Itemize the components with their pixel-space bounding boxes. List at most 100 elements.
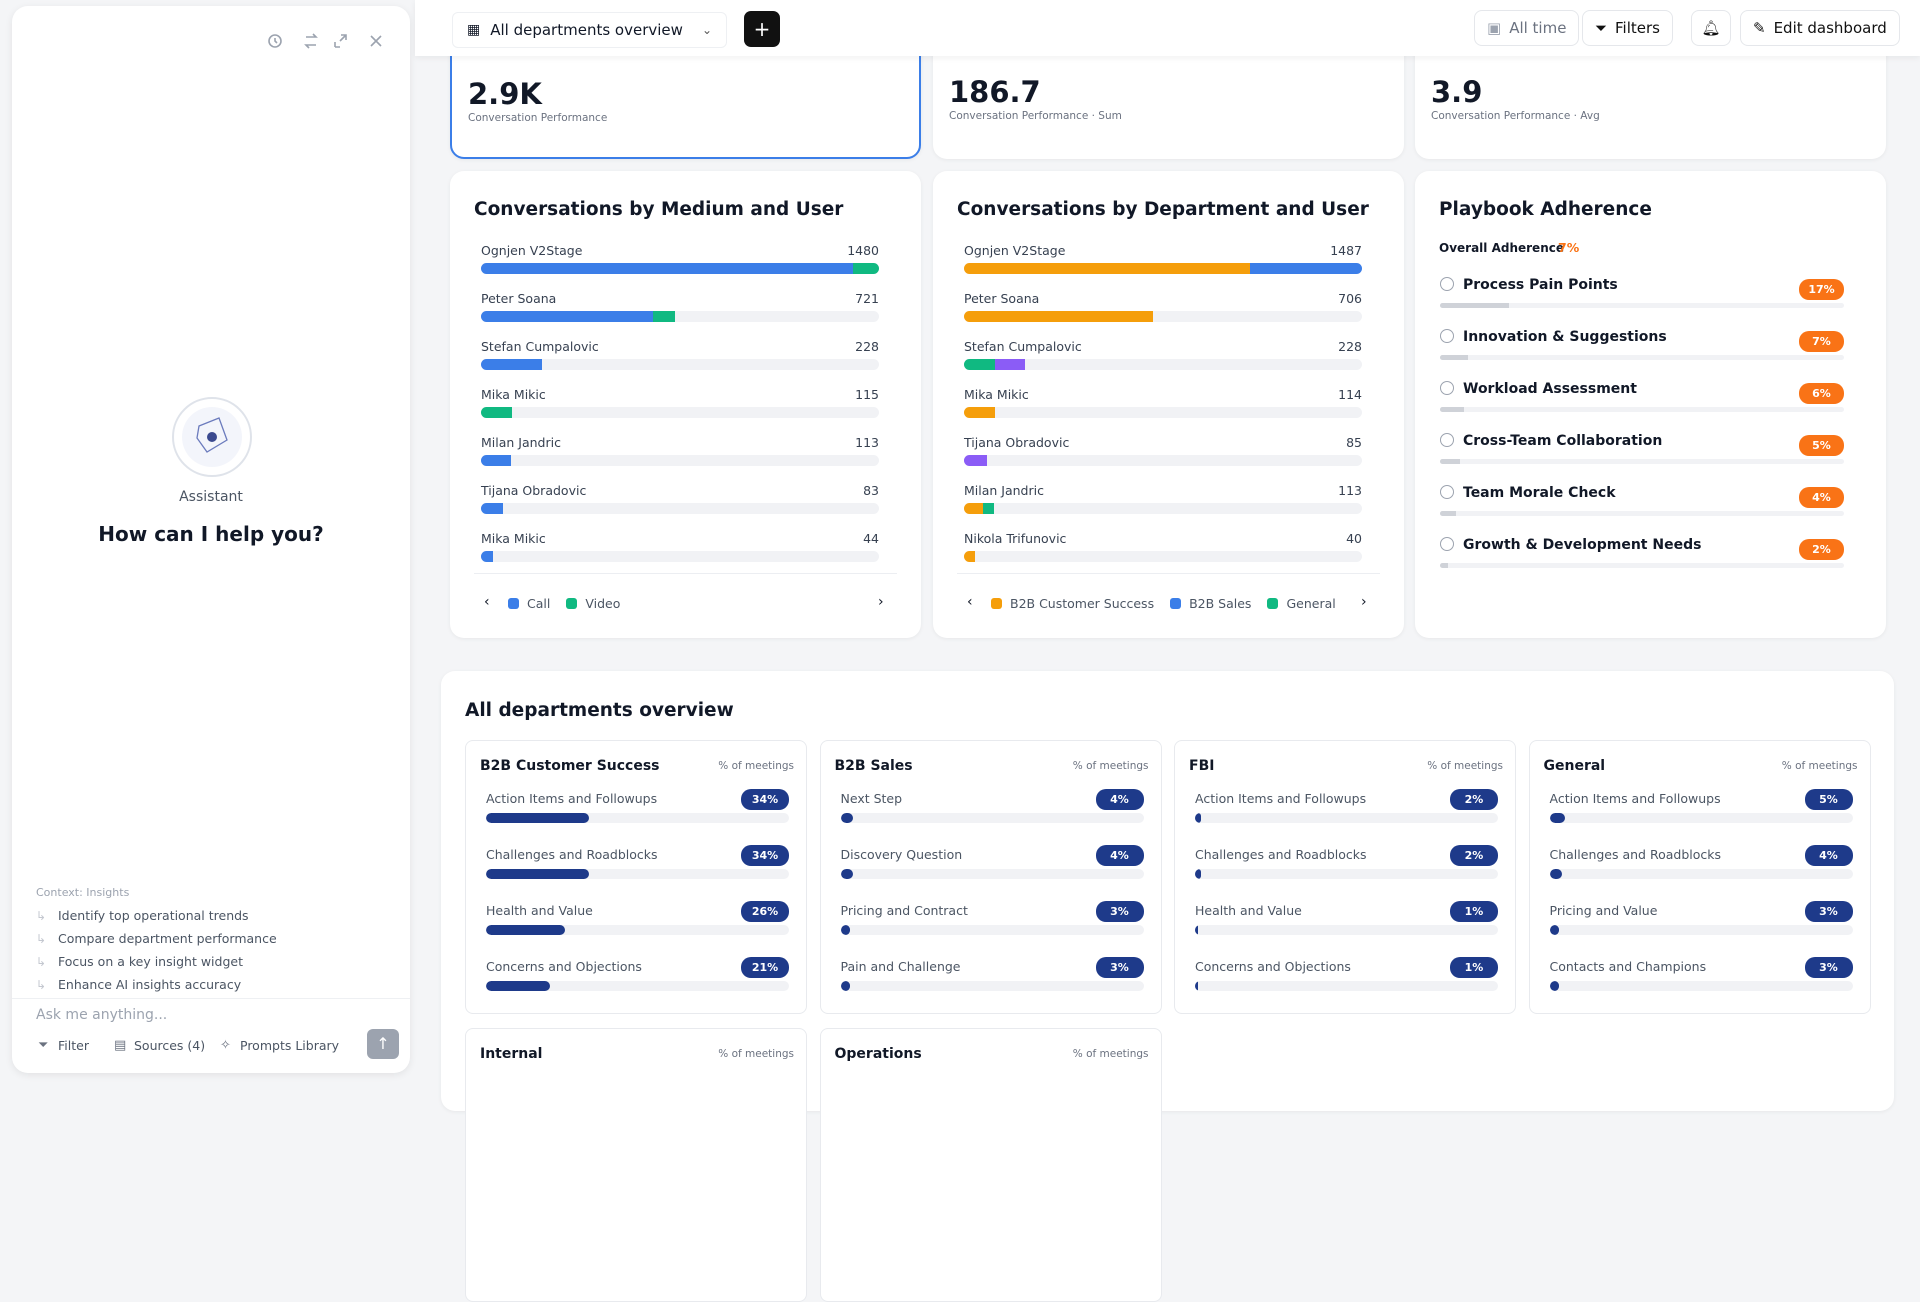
department-name: Operations [834,1046,922,1062]
bar [840,869,853,879]
chat-input[interactable]: Ask me anything... [36,1007,168,1023]
category-label: Milan Jandric [964,483,1044,498]
assistant-panel: Assistant How can I help you? Context: Ins… [12,6,410,1073]
send-button[interactable]: ↑ [367,1029,399,1059]
bar-track [840,813,1144,823]
bar [1549,813,1565,823]
overall-value: 7% [1558,240,1580,255]
bar-track [486,813,789,823]
add-button[interactable]: + [744,11,780,47]
bar-segment [995,359,1026,370]
bar-segment [481,263,854,274]
legend-next[interactable]: › [1361,594,1367,610]
bar-track [1549,869,1853,879]
item-label: Action Items and Followups [1549,791,1721,806]
bar [486,813,590,823]
category-label: Milan Jandric [481,435,561,450]
legend-label: General [1286,595,1336,611]
bar-track [964,407,1362,418]
category-label: Tijana Obradovic [481,483,587,498]
button-icon: ▤ [114,1038,127,1053]
value-badge: 5% [1799,435,1844,456]
total-label: 113 [855,435,879,450]
sidebar-button[interactable]: Sources (4) [134,1038,206,1053]
greeting: How can I help you? [98,522,324,546]
suggestion[interactable]: Enhance AI insights accuracy [58,977,242,992]
divider [474,573,897,574]
bar-segment [964,359,996,370]
category-label: Stefan Cumpalovic [481,339,599,354]
value-badge: 4% [1095,789,1144,810]
total-label: 40 [1346,531,1362,546]
radio[interactable] [1440,537,1454,551]
bar-segment [964,263,1251,274]
sidebar-button[interactable]: Filter [58,1038,89,1053]
category-label: Peter Soana [481,291,557,306]
notifications[interactable]: 🔔︎ [1691,10,1731,46]
edit-text: Edit dashboard [1773,19,1887,37]
total-label: 706 [1338,291,1362,306]
suggestion[interactable]: Focus on a key insight widget [58,954,243,969]
bar [1549,981,1559,991]
value-badge: 2% [1799,539,1844,560]
legend-item: General [1267,595,1336,611]
legend-swatch [1170,597,1182,609]
bar [486,925,565,935]
department-subtitle: % of meetings [1427,760,1503,772]
select-text: All departments overview [490,21,683,39]
bar [1440,355,1469,360]
department-name: Internal [480,1046,543,1062]
radio[interactable] [1440,329,1454,343]
bar [1195,869,1202,879]
value-badge: 4% [1095,845,1144,866]
bar-track [964,551,1362,562]
bar-track [964,503,1362,514]
bar [486,869,590,879]
bar-track [964,311,1362,322]
category-label: Nikola Trifunovic [964,531,1067,546]
bar-track [481,311,879,322]
total-label: 85 [1346,435,1362,450]
item-label: Contacts and Champions [1549,959,1707,974]
radio[interactable] [1440,485,1454,499]
legend-swatch [566,597,578,609]
button-icon: ✧ [220,1038,231,1053]
total-label: 83 [863,483,879,498]
radio[interactable] [1440,381,1454,395]
dashboard-select[interactable]: ▦ All departments overview ⌄ [452,12,727,48]
bar-segment [964,455,987,466]
department-card: B2B Sales % of meetings Next Step 4% Discove… [819,740,1162,1014]
department-name: FBI [1189,758,1215,774]
playbook-title: Playbook Adherence [1439,199,1652,220]
legend-next[interactable]: › [878,594,884,610]
value-badge: 6% [1799,383,1844,404]
bar-track [1440,303,1844,308]
legend-prev[interactable]: ‹ [484,594,490,610]
item-label: Challenges and Roadblocks [486,847,658,862]
total-label: 44 [863,531,879,546]
bar-segment [481,407,512,418]
value-badge: 7% [1799,331,1844,352]
suggestion[interactable]: Compare department performance [58,931,277,946]
department-name: B2B Customer Success [480,758,660,774]
value-badge: 2% [1450,789,1498,810]
bar-segment [652,311,675,322]
suggestion-arrow: ↳ [36,955,47,969]
suggestion[interactable]: Identify top operational trends [58,908,249,923]
time-filter[interactable]: ▣ All time [1474,10,1580,46]
filters-button[interactable]: ⏷ Filters [1582,10,1673,46]
edit-button[interactable]: ✎ Edit dashboard [1740,10,1900,46]
radio[interactable] [1440,433,1454,447]
bar [1195,925,1199,935]
legend-label: Video [585,595,621,611]
sidebar-button[interactable]: Prompts Library [240,1038,340,1053]
legend-prev[interactable]: ‹ [967,594,973,610]
legend: B2B Customer Success B2B Sales General [991,593,1351,613]
grid-icon: ▦ [467,22,481,38]
value-badge: 3% [1804,901,1853,922]
legend-label: Call [527,595,551,611]
value-badge: 26% [741,901,789,922]
radio[interactable] [1440,277,1454,291]
suggestion-arrow: ↳ [36,978,47,992]
button-icon: ⏷ [38,1038,49,1053]
